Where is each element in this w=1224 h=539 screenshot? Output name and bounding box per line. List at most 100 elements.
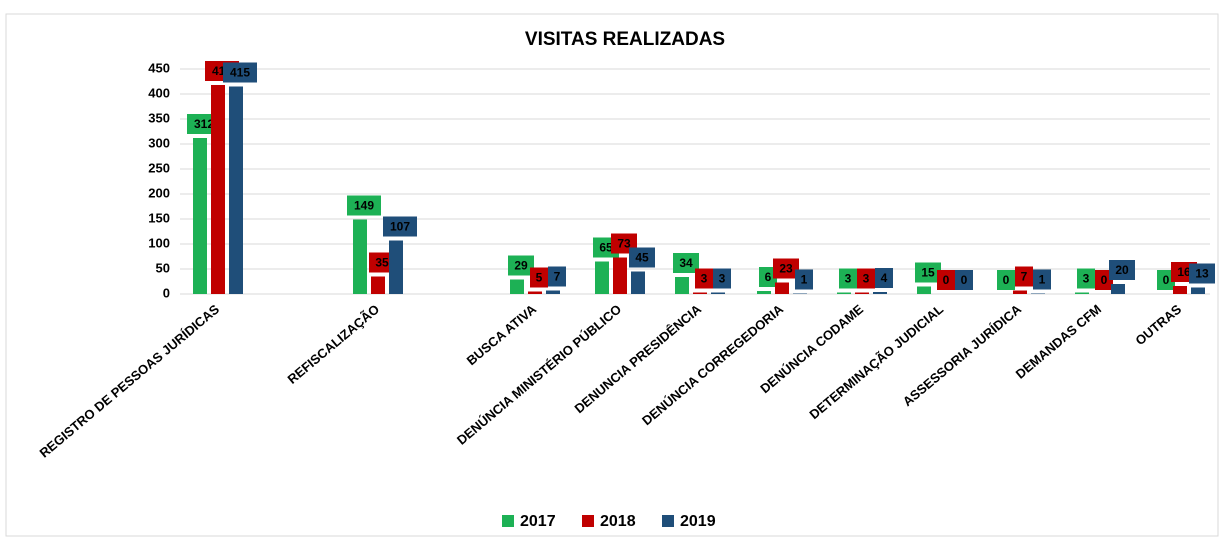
data-label-box	[839, 268, 857, 289]
y-tick-label: 300	[148, 135, 170, 150]
bar	[1191, 287, 1205, 294]
bar	[1173, 286, 1187, 294]
chart-title: VISITAS REALIZADAS	[525, 29, 725, 50]
bar	[855, 292, 869, 294]
bar	[371, 276, 385, 294]
y-tick-label: 50	[156, 260, 170, 275]
data-label-box	[508, 255, 534, 276]
bar	[775, 282, 789, 294]
bar	[757, 291, 771, 294]
data-label: 3	[719, 272, 726, 286]
data-label: 0	[961, 273, 968, 287]
data-label-box	[955, 270, 973, 290]
legend-swatch	[582, 515, 594, 527]
data-label-box	[1189, 263, 1215, 284]
data-label: 0	[1163, 273, 1170, 287]
data-label-box	[773, 258, 799, 279]
data-label: 312	[194, 117, 214, 131]
data-label-box	[347, 195, 381, 216]
data-label-box	[673, 253, 699, 273]
data-label-box	[997, 270, 1015, 290]
bar	[917, 286, 931, 294]
bar	[1013, 290, 1027, 294]
bar	[711, 292, 725, 294]
bar	[528, 291, 542, 294]
data-label-box	[857, 268, 875, 289]
bar	[229, 86, 243, 294]
bar	[1111, 284, 1125, 294]
bar	[873, 292, 887, 294]
data-label-box	[548, 266, 566, 287]
data-label: 23	[779, 262, 793, 276]
data-label: 3	[863, 272, 870, 286]
bar	[631, 271, 645, 294]
data-label-box	[695, 268, 713, 289]
data-label: 15	[921, 266, 935, 280]
data-label: 1	[801, 273, 808, 287]
bar	[595, 261, 609, 294]
data-label-box	[795, 269, 813, 290]
bar	[353, 219, 367, 294]
data-label-box	[223, 62, 257, 83]
bar	[211, 85, 225, 294]
data-label-box	[629, 247, 655, 268]
bar	[1075, 292, 1089, 294]
y-tick-label: 400	[148, 85, 170, 100]
data-label: 3	[701, 272, 708, 286]
data-label: 415	[230, 66, 250, 80]
y-tick-label: 200	[148, 185, 170, 200]
data-label: 16	[1177, 265, 1191, 279]
data-label: 45	[635, 251, 649, 265]
y-tick-label: 100	[148, 235, 170, 250]
y-tick-label: 250	[148, 160, 170, 175]
bar	[693, 292, 707, 294]
bar	[510, 279, 524, 294]
data-label-box	[937, 270, 955, 290]
data-label: 1	[1039, 273, 1046, 287]
data-label-box	[1095, 270, 1113, 290]
data-label: 20	[1115, 263, 1129, 277]
legend-label: 2019	[680, 513, 716, 530]
data-label-box	[1015, 266, 1033, 287]
data-label: 73	[617, 237, 631, 251]
data-label-box	[1033, 269, 1051, 290]
data-label-box	[875, 268, 893, 288]
data-label: 3	[1083, 272, 1090, 286]
data-label-box	[1157, 270, 1175, 290]
bar	[613, 257, 627, 294]
data-label-box	[369, 252, 395, 273]
bar	[793, 293, 807, 294]
data-label-box	[1077, 268, 1095, 289]
data-label-box	[383, 216, 417, 237]
data-label: 107	[390, 220, 410, 234]
data-label: 65	[599, 241, 613, 255]
bar	[546, 290, 560, 294]
legend-swatch	[502, 515, 514, 527]
bar	[193, 138, 207, 294]
bar	[1031, 293, 1045, 294]
data-label: 6	[765, 270, 772, 284]
data-label: 0	[1101, 273, 1108, 287]
data-label-box	[915, 262, 941, 283]
y-tick-label: 150	[148, 210, 170, 225]
data-label: 35	[375, 256, 389, 270]
data-label: 29	[514, 259, 528, 273]
data-label: 13	[1195, 267, 1209, 281]
data-label-box	[759, 267, 777, 287]
data-label: 7	[1021, 270, 1028, 284]
y-tick-label: 350	[148, 110, 170, 125]
data-label-box	[1109, 260, 1135, 280]
legend-label: 2018	[600, 513, 636, 530]
data-label: 3	[845, 272, 852, 286]
data-label: 0	[943, 273, 950, 287]
data-label-box	[530, 267, 548, 288]
bar	[837, 292, 851, 294]
data-label: 4	[881, 271, 888, 285]
data-label: 5	[536, 271, 543, 285]
data-label: 0	[1003, 273, 1010, 287]
bar	[389, 240, 403, 294]
bar	[675, 277, 689, 294]
data-label-box	[713, 268, 731, 289]
data-label: 34	[679, 256, 693, 270]
